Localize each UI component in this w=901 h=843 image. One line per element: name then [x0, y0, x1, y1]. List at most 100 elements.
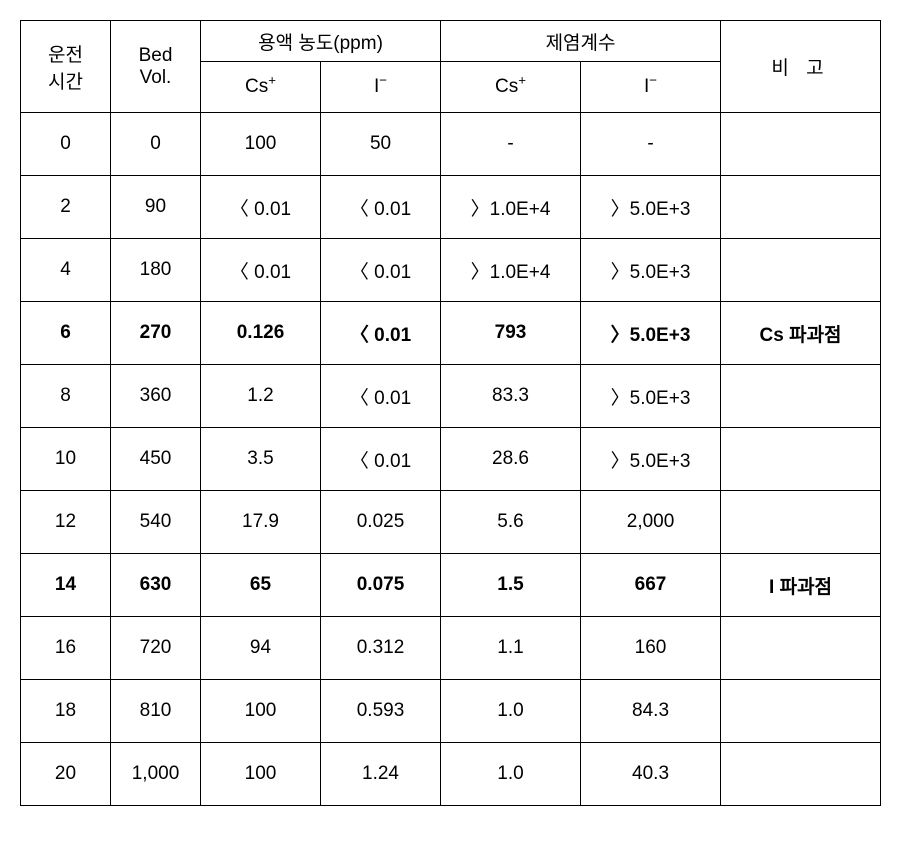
col-header-concentration: 용액 농도(ppm): [201, 21, 441, 62]
cell-cs-df: 5.6: [441, 491, 581, 554]
cell-note: [721, 680, 881, 743]
cell-cs-df: 〉1.0E+4: [441, 239, 581, 302]
cell-note: Cs 파과점: [721, 302, 881, 365]
breakthrough-data-table: 운전 시간 Bed Vol. 용액 농도(ppm) 제염계수 비 고 Cs+ I…: [20, 20, 881, 806]
cell-bed-volume: 810: [111, 680, 201, 743]
cell-i-concentration: 〈 0.01: [321, 302, 441, 365]
cell-i-concentration: 50: [321, 113, 441, 176]
cell-i-df: 160: [581, 617, 721, 680]
cell-cs-df: 793: [441, 302, 581, 365]
cell-cs-concentration: 3.5: [201, 428, 321, 491]
cell-bed-volume: 0: [111, 113, 201, 176]
cell-note: [721, 239, 881, 302]
table-row: 62700.126〈 0.01793〉5.0E+3Cs 파과점: [21, 302, 881, 365]
col-header-decontamination-factor: 제염계수: [441, 21, 721, 62]
cell-note: [721, 743, 881, 806]
table-row: 0010050--: [21, 113, 881, 176]
col-header-note: 비 고: [721, 21, 881, 113]
col-subheader-cs-conc: Cs+: [201, 62, 321, 113]
table-body: 0010050--290〈 0.01〈 0.01〉1.0E+4〉5.0E+341…: [21, 113, 881, 806]
cell-cs-df: -: [441, 113, 581, 176]
cell-i-df: 〉5.0E+3: [581, 365, 721, 428]
cell-bed-volume: 270: [111, 302, 201, 365]
cell-i-concentration: 〈 0.01: [321, 428, 441, 491]
cell-bed-volume: 720: [111, 617, 201, 680]
table-row: 188101000.5931.084.3: [21, 680, 881, 743]
cell-note: [721, 176, 881, 239]
cell-note: I 파과점: [721, 554, 881, 617]
cell-bed-volume: 180: [111, 239, 201, 302]
cell-cs-concentration: 100: [201, 680, 321, 743]
table-row: 201,0001001.241.040.3: [21, 743, 881, 806]
cell-time: 12: [21, 491, 111, 554]
cell-cs-concentration: 65: [201, 554, 321, 617]
col-header-bed-line1: Bed: [111, 45, 200, 67]
col-subheader-i-df: I−: [581, 62, 721, 113]
cell-time: 10: [21, 428, 111, 491]
cell-i-df: 〉5.0E+3: [581, 176, 721, 239]
col-header-time: 운전 시간: [21, 21, 111, 113]
cell-cs-df: 1.0: [441, 743, 581, 806]
cell-time: 16: [21, 617, 111, 680]
cell-note: [721, 365, 881, 428]
cell-cs-df: 1.5: [441, 554, 581, 617]
table-row: 16720940.3121.1160: [21, 617, 881, 680]
cell-cs-df: 〉1.0E+4: [441, 176, 581, 239]
cell-note: [721, 113, 881, 176]
cell-i-df: -: [581, 113, 721, 176]
cell-cs-concentration: 17.9: [201, 491, 321, 554]
cell-bed-volume: 90: [111, 176, 201, 239]
cell-note: [721, 617, 881, 680]
cell-cs-df: 83.3: [441, 365, 581, 428]
cell-i-df: 667: [581, 554, 721, 617]
cell-time: 14: [21, 554, 111, 617]
cell-cs-concentration: 0.126: [201, 302, 321, 365]
cell-cs-concentration: 〈 0.01: [201, 239, 321, 302]
table-row: 104503.5〈 0.0128.6〉5.0E+3: [21, 428, 881, 491]
table-row: 290〈 0.01〈 0.01〉1.0E+4〉5.0E+3: [21, 176, 881, 239]
col-header-time-line1: 운전: [21, 40, 110, 67]
cell-cs-concentration: 100: [201, 113, 321, 176]
cell-cs-df: 1.1: [441, 617, 581, 680]
cell-i-concentration: 0.075: [321, 554, 441, 617]
cell-i-concentration: 0.312: [321, 617, 441, 680]
col-header-bed: Bed Vol.: [111, 21, 201, 113]
cell-bed-volume: 630: [111, 554, 201, 617]
table-row: 14630650.0751.5667I 파과점: [21, 554, 881, 617]
cell-i-concentration: 0.025: [321, 491, 441, 554]
cell-time: 0: [21, 113, 111, 176]
cell-i-df: 2,000: [581, 491, 721, 554]
cell-i-df: 〉5.0E+3: [581, 302, 721, 365]
table-header: 운전 시간 Bed Vol. 용액 농도(ppm) 제염계수 비 고 Cs+ I…: [21, 21, 881, 113]
cell-cs-concentration: 1.2: [201, 365, 321, 428]
cell-time: 20: [21, 743, 111, 806]
cell-bed-volume: 360: [111, 365, 201, 428]
cell-i-concentration: 〈 0.01: [321, 176, 441, 239]
cell-time: 6: [21, 302, 111, 365]
cell-time: 18: [21, 680, 111, 743]
cell-time: 2: [21, 176, 111, 239]
col-subheader-cs-df: Cs+: [441, 62, 581, 113]
table-row: 4180〈 0.01〈 0.01〉1.0E+4〉5.0E+3: [21, 239, 881, 302]
cell-bed-volume: 540: [111, 491, 201, 554]
cell-cs-concentration: 100: [201, 743, 321, 806]
cell-bed-volume: 1,000: [111, 743, 201, 806]
col-header-time-line2: 시간: [21, 67, 110, 94]
cell-i-df: 84.3: [581, 680, 721, 743]
cell-i-df: 〉5.0E+3: [581, 428, 721, 491]
cell-time: 8: [21, 365, 111, 428]
cell-cs-df: 28.6: [441, 428, 581, 491]
cell-i-df: 〉5.0E+3: [581, 239, 721, 302]
cell-time: 4: [21, 239, 111, 302]
col-subheader-i-conc: I−: [321, 62, 441, 113]
cell-cs-concentration: 〈 0.01: [201, 176, 321, 239]
col-header-bed-line2: Vol.: [111, 67, 200, 89]
cell-cs-concentration: 94: [201, 617, 321, 680]
cell-i-concentration: 0.593: [321, 680, 441, 743]
cell-note: [721, 491, 881, 554]
cell-i-concentration: 〈 0.01: [321, 239, 441, 302]
table-row: 83601.2〈 0.0183.3〉5.0E+3: [21, 365, 881, 428]
cell-note: [721, 428, 881, 491]
cell-i-df: 40.3: [581, 743, 721, 806]
cell-i-concentration: 〈 0.01: [321, 365, 441, 428]
